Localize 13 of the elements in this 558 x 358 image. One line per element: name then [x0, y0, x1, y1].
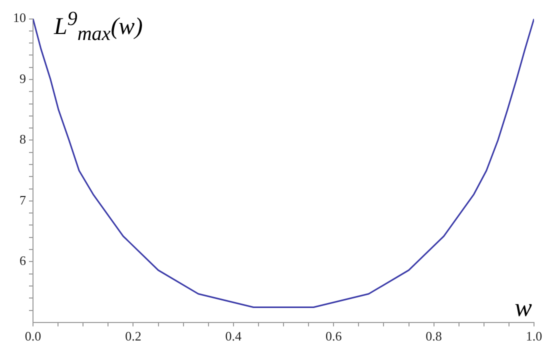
y-axis-title: L$^{9}$$_{max}$(w) — [54, 8, 143, 46]
x-tick-label: 0.6 — [325, 328, 342, 344]
x-tick-label: 0.2 — [125, 328, 142, 344]
y-tick-label: 10 — [13, 10, 26, 26]
x-tick-label: 0.8 — [426, 328, 442, 344]
y-tick-label: 6 — [20, 253, 26, 268]
x-tick-label: 1.0 — [526, 328, 542, 344]
x-tick-label: 0.4 — [225, 328, 242, 344]
x-axis-title: w — [514, 293, 532, 323]
y-tick-label: 8 — [20, 132, 26, 147]
y-tick-label: 7 — [20, 192, 26, 208]
x-tick-label: 0.0 — [24, 328, 42, 344]
y-tick-label: 9 — [20, 70, 26, 86]
